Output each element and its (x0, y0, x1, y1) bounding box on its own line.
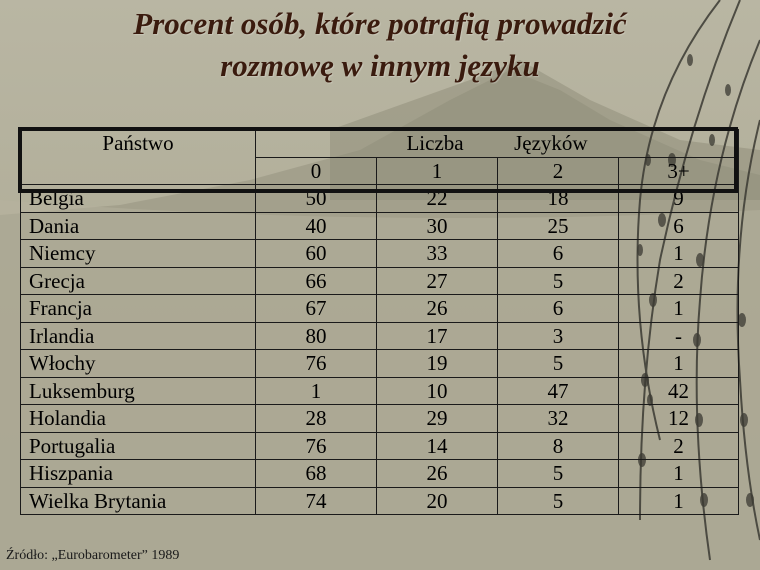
country-cell: Holandia (20, 404, 256, 433)
table-row: Irlandia 80 17 3- (20, 321, 740, 350)
value-cell: - (617, 321, 740, 350)
value-cell: 28 (255, 404, 377, 433)
value-cell: 6 (497, 294, 619, 323)
country-cell: Niemcy (20, 239, 256, 268)
table-row: Niemcy 60 33 6 1 (20, 239, 740, 268)
table-row: Dania 40 30 25 6 (20, 211, 740, 240)
slide-title-line-2: rozmowę w innym języku (220, 48, 540, 83)
header-languages-label: Języków (514, 131, 588, 155)
value-cell: 47 (497, 376, 619, 405)
value-cell: 3 (497, 321, 619, 350)
value-cell: 74 (255, 486, 377, 515)
header-country: Państwo (20, 129, 256, 185)
value-cell: 5 (497, 266, 619, 295)
country-cell: Francja (20, 294, 256, 323)
value-cell: 1 (255, 376, 377, 405)
table-row: Włochy 76 19 5 1 (20, 349, 740, 378)
value-cell: 68 (255, 459, 377, 488)
value-cell: 80 (255, 321, 377, 350)
value-cell: 66 (255, 266, 377, 295)
table-row: Holandia 28 29 32 12 (20, 404, 740, 433)
value-cell: 5 (497, 459, 619, 488)
value-cell: 14 (376, 431, 498, 460)
header-count-label: Liczba (406, 131, 464, 155)
value-cell: 20 (376, 486, 498, 515)
country-cell: Belgia (20, 184, 256, 213)
value-cell: 12 (617, 404, 740, 433)
header-languages-group: Liczba Języków (254, 129, 740, 158)
value-cell: 1 (617, 349, 740, 378)
value-cell: 2 (617, 431, 740, 460)
table-row: Grecja 66 27 5 2 (20, 266, 740, 295)
table-row: Portugalia 76 14 8 2 (20, 431, 740, 460)
value-cell: 33 (376, 239, 498, 268)
value-cell: 1 (617, 459, 740, 488)
value-cell: 1 (617, 486, 740, 515)
slide-title-line-1: Procent osób, które potrafią prowadzić (133, 6, 627, 41)
header-0: 0 (255, 156, 377, 185)
value-cell: 29 (376, 404, 498, 433)
value-cell: 19 (376, 349, 498, 378)
value-cell: 9 (617, 184, 740, 213)
table-row: Wielka Brytania 74 20 5 1 (20, 486, 740, 515)
country-cell: Dania (20, 211, 256, 240)
value-cell: 5 (497, 349, 619, 378)
value-cell: 67 (255, 294, 377, 323)
country-cell: Grecja (20, 266, 256, 295)
country-cell: Luksemburg (20, 376, 256, 405)
value-cell: 6 (497, 239, 619, 268)
value-cell: 30 (376, 211, 498, 240)
header-1: 1 (376, 156, 498, 185)
value-cell: 5 (497, 486, 619, 515)
value-cell: 26 (376, 459, 498, 488)
value-cell: 17 (376, 321, 498, 350)
value-cell: 2 (617, 266, 740, 295)
country-cell: Irlandia (20, 321, 256, 350)
value-cell: 1 (617, 294, 740, 323)
value-cell: 32 (497, 404, 619, 433)
header-3plus: 3+ (617, 156, 740, 185)
country-cell: Hiszpania (20, 459, 256, 488)
country-cell: Portugalia (20, 431, 256, 460)
table-row: Hiszpania 68 26 5 1 (20, 459, 740, 488)
value-cell: 8 (497, 431, 619, 460)
value-cell: 76 (255, 349, 377, 378)
value-cell: 6 (617, 211, 740, 240)
value-cell: 50 (255, 184, 377, 213)
country-cell: Włochy (20, 349, 256, 378)
value-cell: 60 (255, 239, 377, 268)
value-cell: 26 (376, 294, 498, 323)
table-row: Belgia 50 22 18 9 (20, 184, 740, 213)
value-cell: 22 (376, 184, 498, 213)
value-cell: 10 (376, 376, 498, 405)
source-note: Źródło: „Eurobarometer” 1989 (6, 548, 180, 563)
table-row: Luksemburg 1 10 47 42 (20, 376, 740, 405)
table-subheader-row: 0 1 2 3+ (21, 156, 740, 185)
value-cell: 18 (497, 184, 619, 213)
value-cell: 40 (255, 211, 377, 240)
value-cell: 42 (617, 376, 740, 405)
country-cell: Wielka Brytania (20, 486, 256, 515)
header-2: 2 (497, 156, 619, 185)
table-header-row: Państwo Liczba Języków (20, 129, 740, 185)
table-row: Francja 67 26 6 1 (20, 294, 740, 323)
value-cell: 25 (497, 211, 619, 240)
value-cell: 1 (617, 239, 740, 268)
value-cell: 27 (376, 266, 498, 295)
value-cell: 76 (255, 431, 377, 460)
languages-table: Państwo Liczba Języków 0 1 2 3+ Belgia 50… (20, 129, 740, 515)
